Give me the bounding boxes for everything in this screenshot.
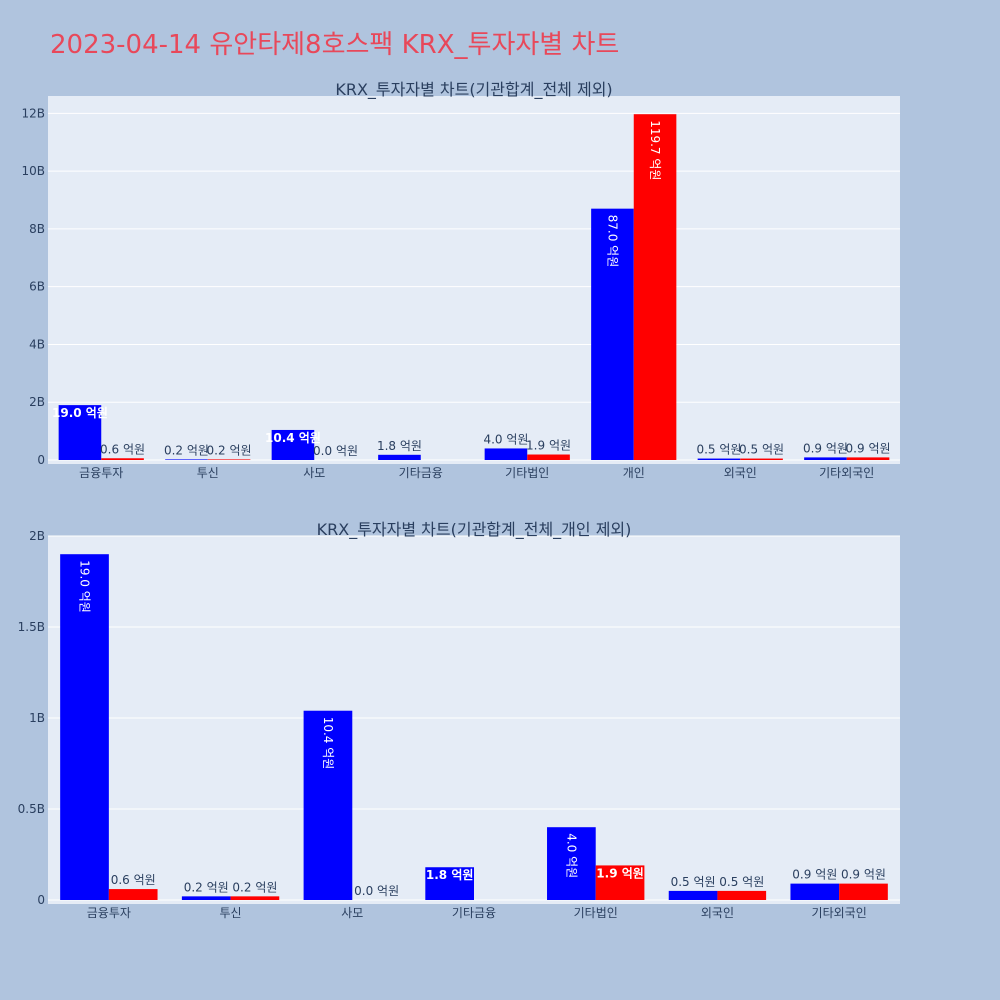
- x-tick-label: 개인: [623, 466, 645, 480]
- x-tick-label: 투신: [220, 906, 242, 920]
- y-tick-label: 10B: [21, 164, 45, 178]
- bar: [484, 448, 528, 460]
- bar: [181, 896, 231, 900]
- data-label: 0.5 억원: [671, 875, 716, 889]
- data-label: 0.0 억원: [313, 444, 358, 458]
- y-tick-label: 0: [37, 453, 45, 467]
- data-label: 0.6 억원: [111, 873, 156, 887]
- data-label: 0.9 억원: [803, 441, 848, 455]
- bar: [633, 114, 677, 460]
- bar: [527, 454, 570, 460]
- data-label: 87.0 억원: [605, 215, 619, 268]
- bar: [108, 889, 158, 900]
- plot-area: [48, 536, 900, 904]
- bar: [595, 865, 645, 900]
- bar: [740, 458, 783, 460]
- y-tick-label: 2B: [29, 529, 45, 543]
- y-tick-label: 0.5B: [18, 802, 45, 816]
- bar: [591, 208, 634, 460]
- chart-1: 0 2B 4B 6B 8B 10B 12B KRX_투자자별 차트(기관합계_전체 제외) 금융…: [21, 80, 900, 480]
- data-label: 19.0 억원: [78, 560, 92, 613]
- y-tick-label: 6B: [29, 280, 45, 294]
- plot-area: [48, 96, 900, 464]
- data-label: 4.0 억원: [564, 833, 578, 878]
- x-tick-label: 사모: [341, 906, 363, 920]
- data-label: 10.4 억원: [321, 717, 335, 770]
- bar: [60, 554, 109, 900]
- x-tick-label: 기타외국인: [819, 466, 874, 480]
- data-label: 19.0 억원: [52, 406, 108, 420]
- data-label: 4.0 억원: [483, 432, 528, 446]
- bar: [230, 896, 280, 900]
- x-tick-label: 외국인: [724, 466, 757, 480]
- bar: [839, 883, 888, 900]
- bar: [425, 867, 474, 900]
- data-label: 0.2 억원: [184, 880, 229, 894]
- data-label: 0.9 억원: [841, 868, 886, 882]
- y-tick-label: 1.5B: [18, 620, 45, 634]
- data-label: 0.2 억원: [207, 443, 252, 457]
- bar: [668, 890, 718, 900]
- y-tick-label: 1B: [29, 711, 45, 725]
- bar: [547, 827, 596, 900]
- bar: [207, 459, 251, 460]
- data-label: 0.0 억원: [354, 884, 399, 898]
- bar: [303, 710, 353, 900]
- data-label: 0.9 억원: [846, 441, 891, 455]
- data-label: 1.9 억원: [526, 439, 571, 453]
- x-tick-label: 외국인: [701, 906, 734, 920]
- x-tick-label: 기타금융: [452, 906, 496, 920]
- bar: [165, 459, 208, 460]
- bar: [790, 883, 840, 900]
- bar: [378, 454, 421, 460]
- bar: [271, 429, 315, 460]
- chart-title: KRX_투자자별 차트(기관합계_전체_개인 제외): [317, 520, 632, 540]
- bar: [846, 457, 890, 460]
- data-label: 0.6 억원: [100, 442, 145, 456]
- x-tick-label: 기타법인: [505, 466, 549, 480]
- data-label: 0.5 억원: [719, 875, 764, 889]
- y-tick-label: 4B: [29, 337, 45, 351]
- chart-title: KRX_투자자별 차트(기관합계_전체 제외): [335, 80, 612, 100]
- x-tick-label: 기타금융: [399, 466, 443, 480]
- x-tick-label: 기타법인: [574, 906, 618, 920]
- data-label: 119.7 억원: [648, 120, 662, 180]
- bar: [804, 457, 847, 460]
- data-label: 1.8 억원: [426, 868, 474, 882]
- data-label: 0.5 억원: [696, 443, 741, 457]
- bar: [101, 458, 144, 460]
- data-label: 0.5 억원: [739, 443, 784, 457]
- data-label: 0.2 억원: [232, 880, 277, 894]
- data-label: 10.4 억원: [265, 431, 321, 445]
- chart-2: 0 0.5B 1B 1.5B 2B KRX_투자자별 차트(기관합계_전체_개인 제외) 금…: [18, 520, 900, 920]
- bar: [697, 458, 741, 460]
- data-label: 0.9 억원: [792, 868, 837, 882]
- y-tick-label: 0: [37, 893, 45, 907]
- data-label: 1.8 억원: [377, 439, 422, 453]
- page-title: 2023-04-14 유안타제8호스팩 KRX_투자자별 차트: [50, 30, 620, 60]
- x-tick-label: 금융투자: [79, 466, 123, 480]
- x-tick-label: 기타외국인: [812, 906, 867, 920]
- bar: [58, 405, 102, 460]
- x-tick-label: 투신: [197, 466, 219, 480]
- y-tick-label: 2B: [29, 395, 45, 409]
- y-tick-label: 12B: [21, 106, 45, 120]
- x-tick-label: 금융투자: [87, 906, 131, 920]
- y-tick-label: 8B: [29, 222, 45, 236]
- data-label: 0.2 억원: [164, 443, 209, 457]
- bar: [717, 890, 767, 900]
- x-tick-label: 사모: [303, 466, 325, 480]
- data-label: 1.9 억원: [596, 866, 644, 880]
